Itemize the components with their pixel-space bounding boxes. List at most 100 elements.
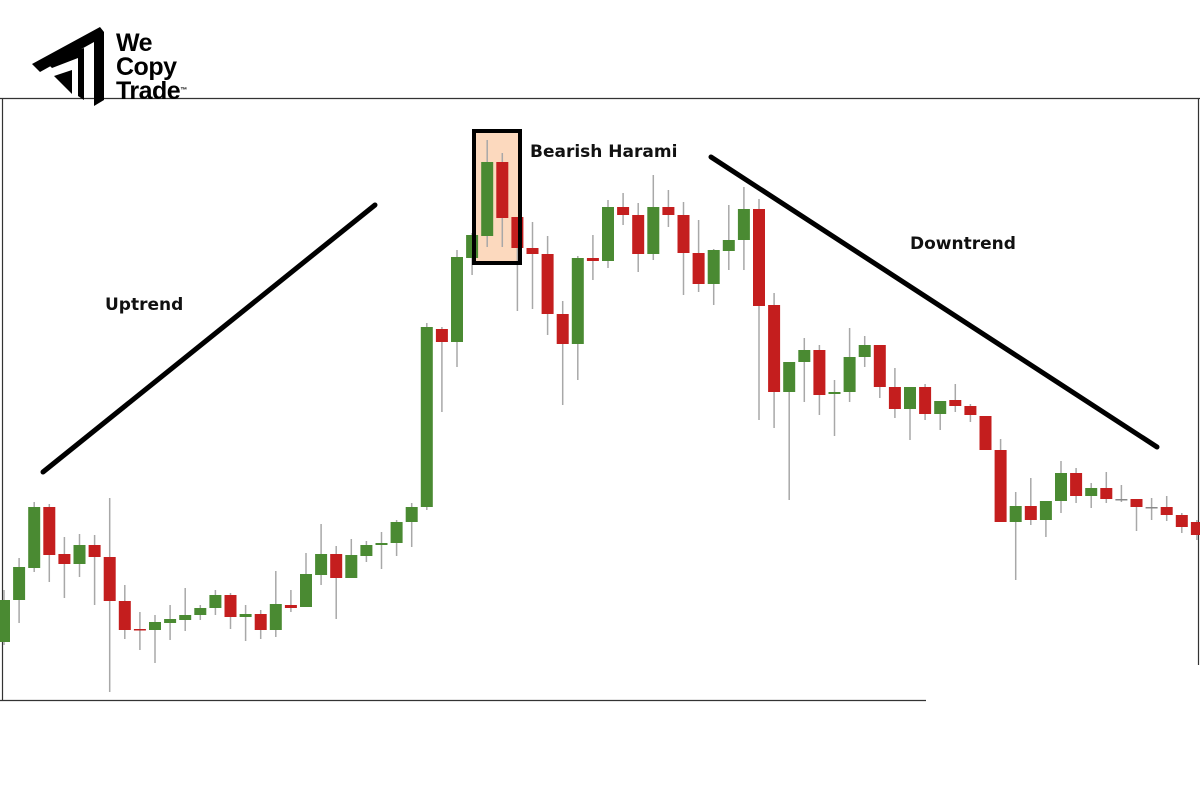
- bullish-candle-body: [904, 387, 916, 409]
- bearish-candle-body: [692, 253, 705, 284]
- candle: [254, 610, 267, 639]
- candle: [798, 338, 811, 402]
- candle: [375, 532, 388, 569]
- bullish-candle-body: [239, 614, 252, 617]
- candle: [843, 328, 856, 402]
- candle: [1009, 492, 1022, 580]
- candle: [1175, 513, 1188, 533]
- candle: [1100, 472, 1113, 503]
- candle: [28, 502, 41, 572]
- candle: [873, 345, 886, 398]
- candle: [828, 380, 841, 436]
- bearish-candle-body: [330, 554, 343, 578]
- bearish-candle-body: [1024, 506, 1037, 520]
- logo-wordmark: We Copy Trade™: [116, 29, 187, 105]
- bullish-candle-body: [179, 615, 192, 620]
- candle: [133, 612, 146, 650]
- candle: [753, 199, 765, 420]
- bearish-candle-body: [103, 557, 116, 601]
- bullish-candle-body: [783, 362, 796, 392]
- bearish-candle-body: [677, 215, 690, 253]
- bearish-candle-body: [753, 209, 765, 306]
- candle: [722, 205, 735, 270]
- candle: [541, 236, 554, 335]
- candle: [526, 222, 539, 309]
- bullish-candle-body: [300, 574, 312, 607]
- bullish-candle-body: [315, 554, 328, 575]
- candle: [164, 605, 177, 640]
- candle: [677, 202, 690, 295]
- candle: [1160, 496, 1173, 521]
- candle: [1085, 483, 1098, 508]
- candle: [209, 590, 222, 615]
- bearish-candle-body: [768, 305, 781, 392]
- bearish-candle-body: [617, 207, 630, 215]
- bearish-candle-body: [1100, 488, 1113, 499]
- bearish-candle-body: [1160, 507, 1173, 515]
- bullish-candle-body: [269, 604, 282, 630]
- bullish-candle-body: [858, 345, 871, 357]
- bullish-candle-body: [451, 257, 463, 342]
- candle: [602, 200, 614, 268]
- bearish-candle-body: [632, 215, 645, 254]
- candle: [118, 585, 131, 639]
- bullish-candle-body: [345, 555, 358, 578]
- candle: [360, 541, 373, 562]
- logo-line-3: Trade: [116, 77, 181, 105]
- candle: [571, 256, 584, 380]
- bullish-candle-body: [194, 608, 207, 615]
- candle: [904, 387, 916, 440]
- bearish-harami-box-border: [472, 129, 522, 265]
- bullish-candle-body: [828, 392, 841, 394]
- bullish-candle-body: [843, 357, 856, 392]
- bearish-candle-body: [873, 345, 886, 387]
- candle: [496, 153, 509, 247]
- bullish-candle-body: [390, 522, 403, 543]
- bearish-candle-body: [586, 258, 599, 261]
- candle: [1115, 485, 1128, 502]
- bullish-candle-body: [1039, 501, 1052, 520]
- candle: [949, 384, 962, 412]
- bullish-candle-body: [707, 250, 720, 284]
- candle: [88, 535, 101, 605]
- bullish-candle-body: [571, 258, 584, 344]
- bullish-candle-body: [360, 545, 373, 556]
- bullish-candle-body: [420, 327, 433, 507]
- bearish-candle-body: [435, 329, 448, 342]
- bearish-candle-body: [43, 507, 56, 555]
- candle: [194, 605, 207, 620]
- bullish-candle-body: [405, 507, 418, 522]
- bullish-candle-body: [73, 545, 86, 564]
- candle: [481, 140, 494, 247]
- candle: [692, 220, 705, 292]
- bullish-candle-body: [481, 162, 494, 236]
- bearish-candle-body: [888, 387, 901, 409]
- candle: [964, 404, 977, 422]
- bullish-candle-body: [1085, 488, 1098, 496]
- downtrend-line: [708, 154, 1160, 450]
- bullish-candle-body: [737, 209, 750, 240]
- candle: [919, 384, 932, 420]
- chart-frame: [0, 97, 1200, 702]
- candle: [994, 439, 1007, 522]
- candle: [979, 416, 992, 450]
- logo-line-1: We: [116, 29, 153, 57]
- candle: [451, 250, 463, 367]
- bearish-candle-body: [118, 601, 131, 630]
- candle: [662, 190, 675, 227]
- bullish-candle-body: [602, 207, 614, 261]
- candle: [435, 327, 448, 412]
- bullish-candle-body: [647, 207, 660, 254]
- bullish-candle-body: [209, 595, 222, 608]
- candles: [0, 140, 1200, 692]
- bearish-candle-body: [254, 614, 267, 630]
- bearish-candle-body: [496, 162, 509, 218]
- candle: [315, 524, 328, 585]
- candle: [934, 401, 947, 430]
- candle: [420, 323, 433, 510]
- bearish-candle-body: [662, 207, 675, 215]
- bearish-candle-body: [1130, 499, 1143, 507]
- bullish-candle-body: [13, 567, 26, 600]
- candle: [1070, 468, 1083, 503]
